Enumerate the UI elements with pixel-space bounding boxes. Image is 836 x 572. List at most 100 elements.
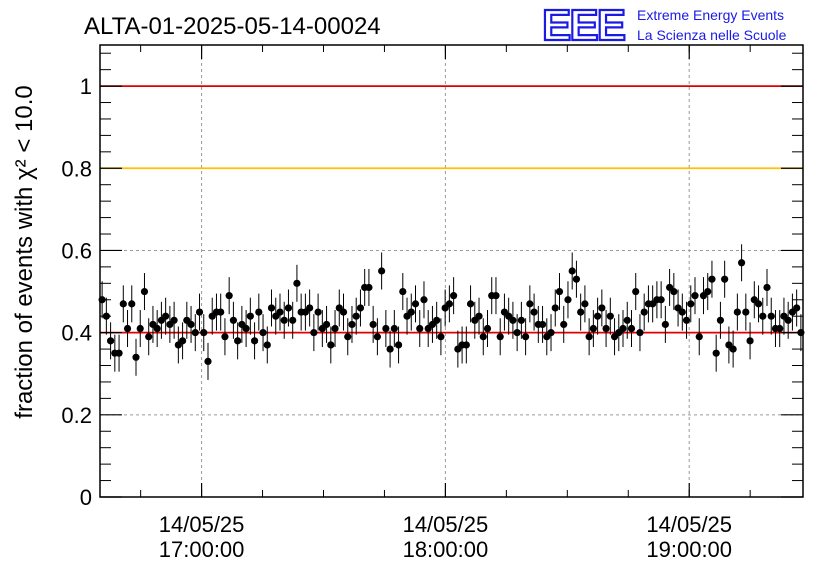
reference-lines xyxy=(100,85,803,334)
data-point xyxy=(737,259,746,267)
data-point xyxy=(606,312,614,320)
data-point xyxy=(538,320,547,329)
data-point xyxy=(195,308,204,316)
data-point xyxy=(178,337,187,345)
data-point xyxy=(522,333,530,341)
data-point xyxy=(331,324,339,333)
data-point xyxy=(136,324,144,333)
data-point xyxy=(670,287,678,296)
data-point xyxy=(767,312,775,320)
x-tick-time: 18:00:00 xyxy=(403,537,489,562)
data-point xyxy=(267,304,276,312)
data-point xyxy=(509,316,517,324)
data-point xyxy=(585,333,593,341)
data-point xyxy=(394,341,403,349)
data-point xyxy=(716,316,725,324)
data-point xyxy=(284,304,293,312)
data-point xyxy=(517,316,525,324)
data-point xyxy=(191,329,199,337)
logo-line-2: La Scienza nelle Scuole xyxy=(637,27,787,43)
data-point xyxy=(369,320,377,329)
data-point xyxy=(200,329,208,337)
data-point xyxy=(704,287,712,296)
data-point xyxy=(119,300,127,308)
data-point xyxy=(594,312,602,320)
y-axis-label: fraction of events with χ² < 10.0 xyxy=(11,85,38,418)
data-point xyxy=(352,312,360,320)
data-point xyxy=(462,341,470,349)
data-point xyxy=(407,308,415,316)
x-tick-date: 14/05/25 xyxy=(646,512,732,537)
data-point xyxy=(344,333,352,341)
data-point xyxy=(560,320,568,329)
y-tick-label: 1 xyxy=(80,74,92,99)
data-point xyxy=(530,308,538,316)
data-point xyxy=(348,320,356,329)
data-point xyxy=(106,337,115,345)
data-point xyxy=(729,345,737,353)
data-point xyxy=(483,324,492,333)
data-point xyxy=(399,287,407,296)
data-point xyxy=(204,357,212,365)
data-point xyxy=(623,316,631,324)
data-point xyxy=(322,320,331,329)
data-point xyxy=(263,341,271,349)
data-point xyxy=(382,324,390,333)
data-point xyxy=(327,341,335,349)
data-point xyxy=(581,300,589,308)
data-point xyxy=(450,292,458,300)
data-point xyxy=(746,337,754,345)
data-point xyxy=(678,308,686,316)
axis-ticks: 00.20.40.60.8114/05/2517:00:0014/05/2518… xyxy=(61,45,803,562)
data-point xyxy=(754,300,763,308)
data-point xyxy=(276,308,284,316)
data-point xyxy=(373,333,381,341)
data-point xyxy=(763,283,771,292)
data-point xyxy=(479,333,487,341)
logo-line-1: Extreme Energy Events xyxy=(637,7,784,23)
data-point xyxy=(640,308,648,316)
data-point xyxy=(793,304,801,312)
data-point xyxy=(691,292,699,300)
data-point xyxy=(619,324,627,333)
data-point xyxy=(632,287,640,296)
data-point xyxy=(289,316,297,324)
x-tick-date: 14/05/25 xyxy=(403,512,489,537)
data-point xyxy=(153,324,161,333)
data-point xyxy=(420,296,428,304)
data-point xyxy=(217,308,225,316)
data-point xyxy=(551,304,559,312)
data-point xyxy=(445,300,453,308)
data-point xyxy=(598,304,606,312)
data-point xyxy=(145,333,153,341)
data-point xyxy=(433,316,441,324)
data-point xyxy=(759,312,767,320)
data-point xyxy=(356,304,365,312)
data-point xyxy=(627,324,636,333)
data-point xyxy=(140,287,149,296)
data-point xyxy=(132,353,140,361)
chart-title: ALTA-01-2025-05-14-00024 xyxy=(84,13,381,40)
data-point xyxy=(475,312,483,320)
data-point xyxy=(776,324,784,333)
data-point xyxy=(636,329,644,337)
data-point xyxy=(123,324,132,333)
data-point xyxy=(128,300,136,308)
data-point xyxy=(115,349,123,357)
data-point xyxy=(411,300,420,308)
data-point xyxy=(259,329,267,337)
data-point xyxy=(568,267,576,275)
eee-logo: EEE Extreme Energy Events La Scienza nel… xyxy=(541,0,787,51)
data-point xyxy=(339,308,348,316)
data-point xyxy=(657,296,665,304)
data-point xyxy=(708,275,716,283)
data-point xyxy=(416,324,424,333)
data-point xyxy=(437,333,445,341)
data-point xyxy=(162,312,170,320)
data-point xyxy=(187,320,195,329)
x-tick-date: 14/05/25 xyxy=(159,512,245,537)
y-tick-label: 0.8 xyxy=(61,156,92,181)
data-point xyxy=(242,324,250,333)
data-point xyxy=(526,300,534,308)
